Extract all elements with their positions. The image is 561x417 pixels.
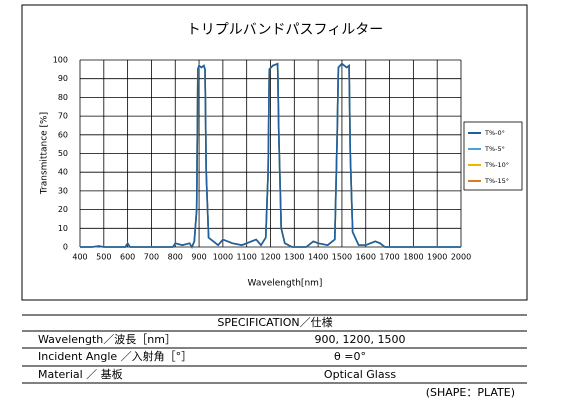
x-tick-label: 1300: [284, 253, 304, 262]
x-tick-label: 400: [72, 253, 87, 262]
table-cell: θ =0°: [334, 350, 366, 363]
x-tick-label: 1900: [427, 253, 447, 262]
x-tick-label: 600: [120, 253, 135, 262]
y-tick-label: 10: [58, 224, 68, 233]
table-cell: Wavelength／波長［nm］: [38, 333, 176, 346]
x-tick-label: 1500: [332, 253, 352, 262]
x-tick-label: 1100: [237, 253, 257, 262]
y-tick-label: 90: [58, 74, 68, 83]
table-cell: 900, 1200, 1500: [315, 333, 406, 346]
y-tick-label: 80: [58, 93, 68, 102]
y-tick-label: 70: [58, 112, 68, 121]
table-cell: Material ／ 基板: [38, 367, 123, 381]
x-tick-label: 1000: [213, 253, 233, 262]
y-tick-label: 100: [53, 56, 68, 65]
chart-frame: [21, 4, 528, 301]
y-tick-label: 20: [58, 205, 68, 214]
legend-label: T%-0°: [484, 129, 505, 137]
table-note: (SHAPE：PLATE): [426, 386, 515, 399]
table-cell: Optical Glass: [324, 368, 396, 381]
x-tick-label: 1600: [356, 253, 376, 262]
table-cell: Incident Angle ／入射角［°］: [38, 349, 192, 363]
x-tick-label: 500: [96, 253, 111, 262]
x-axis-label: Wavelength[nm]: [248, 279, 323, 289]
x-tick-label: 1400: [308, 253, 328, 262]
x-tick-label: 2000: [451, 253, 471, 262]
x-tick-label: 700: [144, 253, 159, 262]
x-tick-label: 1200: [260, 253, 280, 262]
x-tick-label: 1800: [403, 253, 423, 262]
y-tick-label: 30: [58, 186, 68, 195]
legend-label: T%-10°: [484, 161, 509, 169]
legend-label: T%-5°: [484, 145, 505, 153]
x-tick-label: 1700: [379, 253, 399, 262]
legend-label: T%-15°: [484, 177, 509, 185]
table-header: SPECIFICATION／仕様: [217, 315, 332, 329]
series-line: [80, 62, 461, 249]
y-axis-label: Transmittance [%]: [40, 112, 50, 195]
y-tick-label: 60: [58, 130, 68, 139]
y-tick-label: 50: [58, 149, 68, 158]
x-tick-label: 900: [191, 253, 206, 262]
y-tick-label: 0: [63, 243, 68, 252]
y-tick-label: 40: [58, 168, 68, 177]
chart-title: トリプルバンドパスフィルター: [187, 22, 383, 38]
x-tick-label: 800: [168, 253, 183, 262]
